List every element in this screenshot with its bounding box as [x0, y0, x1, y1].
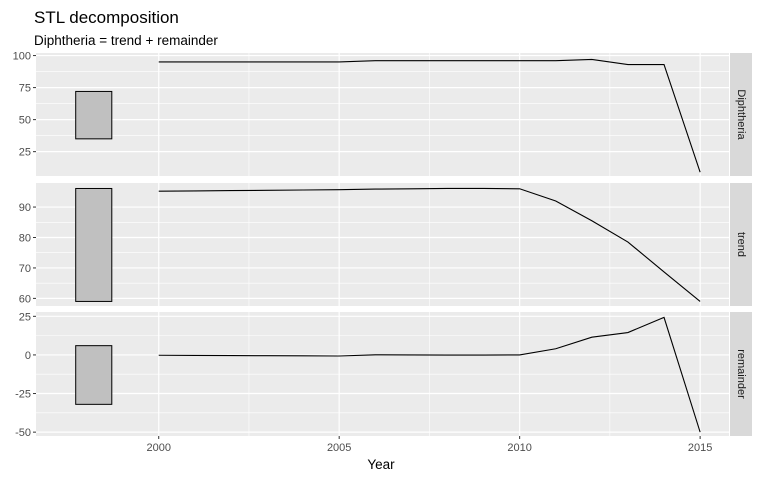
y-tick-label: 70	[19, 263, 31, 275]
y-tick-label: 50	[19, 115, 31, 127]
y-tick-label: 60	[19, 293, 31, 305]
facet-strip	[730, 53, 752, 176]
scale-bar	[75, 345, 113, 405]
panel-remainder: -50 -25 0 25 remainder	[15, 311, 752, 439]
x-axis-title: Year	[367, 457, 395, 472]
panels: 25 50 75 100 Diphtheria 60 70 80 90 trend -50 -25 0 2…	[13, 51, 752, 439]
series-line-diphtheria	[158, 58, 701, 173]
facet-strip	[730, 183, 752, 306]
x-tick-label: 2015	[688, 442, 712, 454]
y-tick-label: -50	[15, 427, 31, 439]
panel-diphtheria: 25 50 75 100 Diphtheria	[13, 51, 752, 176]
panel-trend: 60 70 80 90 trend	[19, 183, 752, 306]
y-tick-label: 25	[19, 147, 31, 159]
y-tick-label: 90	[19, 202, 31, 214]
series-line-trend	[158, 187, 701, 302]
y-tick-label: 0	[25, 350, 31, 362]
y-tick-label: 100	[13, 51, 31, 63]
scale-bar	[75, 90, 113, 140]
x-tick-label: 2005	[327, 442, 351, 454]
facet-strip-label: remainder	[735, 349, 747, 399]
y-tick-label: 75	[19, 83, 31, 95]
series-line-remainder	[158, 316, 701, 433]
y-tick-label: 80	[19, 232, 31, 244]
scale-bar	[75, 187, 113, 302]
panel-background	[36, 183, 729, 306]
x-tick-label: 2010	[507, 442, 531, 454]
chart-title: STL decomposition	[34, 8, 179, 27]
y-tick-label: -25	[15, 389, 31, 401]
facet-strip	[730, 312, 752, 436]
y-tick-label: 25	[19, 311, 31, 323]
facet-strip-label: Diphtheria	[735, 89, 747, 140]
x-tick-label: 2000	[146, 442, 170, 454]
facet-strip-label: trend	[735, 232, 747, 257]
panel-background	[36, 53, 729, 176]
x-axis: 2000 2005 2010 2015	[146, 436, 712, 454]
chart-subtitle: Diphtheria = trend + remainder	[34, 33, 218, 48]
